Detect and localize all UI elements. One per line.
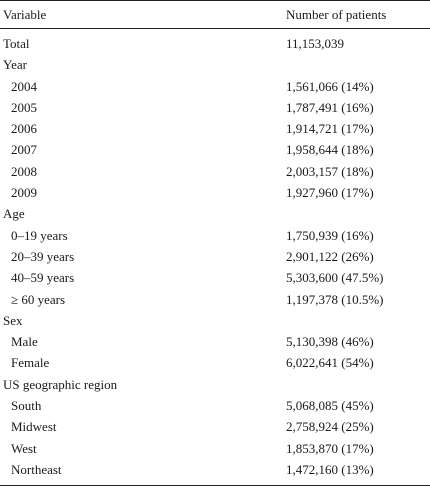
row-label: Midwest: [11, 419, 57, 435]
row-value: 5,068,085 (45%): [286, 398, 374, 414]
table-row: Midwest 2,758,924 (25%): [0, 416, 430, 437]
table-header: Variable Number of patients: [0, 0, 430, 28]
row-value: 1,561,066 (14%): [286, 78, 374, 94]
header-number-of-patients: Number of patients: [286, 7, 387, 22]
table-row: 2006 1,914,721 (17%): [0, 118, 430, 139]
table-bottom-rule: [0, 485, 430, 486]
table-row: Female 6,022,641 (54%): [0, 352, 430, 373]
row-label: Total: [3, 36, 30, 51]
row-label: Sex: [3, 312, 23, 328]
table-row: 20–39 years 2,901,122 (26%): [0, 246, 430, 267]
table-row: West 1,853,870 (17%): [0, 438, 430, 459]
row-label: 2007: [11, 142, 37, 158]
table-group-row: Age: [0, 203, 430, 224]
row-label: 2009: [11, 185, 37, 201]
row-label: 40–59 years: [11, 270, 75, 286]
table-row: 0–19 years 1,750,939 (16%): [0, 225, 430, 246]
table-row: ≥ 60 years 1,197,378 (10.5%): [0, 289, 430, 310]
row-value: 1,927,960 (17%): [286, 185, 374, 201]
table-row: 40–59 years 5,303,600 (47.5%): [0, 267, 430, 288]
row-label: South: [11, 398, 42, 414]
row-label: 2006: [11, 121, 37, 137]
row-label: Male: [11, 334, 38, 350]
table-row: South 5,068,085 (45%): [0, 395, 430, 416]
row-label: 2008: [11, 163, 37, 179]
table-row: 2007 1,958,644 (18%): [0, 139, 430, 160]
table-group-row: Sex: [0, 310, 430, 331]
row-value: 1,958,644 (18%): [286, 142, 374, 158]
row-label: Age: [3, 206, 25, 222]
row-value: 2,003,157 (18%): [286, 163, 374, 179]
row-label: US geographic region: [3, 376, 118, 392]
row-label: Year: [3, 57, 27, 73]
header-variable: Variable: [3, 7, 47, 22]
row-label: ≥ 60 years: [11, 291, 66, 307]
row-value: 1,853,870 (17%): [286, 440, 374, 456]
row-value: 1,914,721 (17%): [286, 121, 374, 137]
row-value: 1,787,491 (16%): [286, 99, 374, 115]
row-value: 1,197,378 (10.5%): [286, 291, 384, 307]
row-value: 1,750,939 (16%): [286, 227, 374, 243]
row-label: West: [11, 440, 37, 456]
row-value: 1,472,160 (13%): [286, 461, 374, 477]
table-row: 2004 1,561,066 (14%): [0, 76, 430, 97]
table-row: 2005 1,787,491 (16%): [0, 97, 430, 118]
row-label: Northeast: [11, 461, 62, 477]
row-value: 11,153,039: [286, 36, 345, 51]
table-row: Northeast 1,472,160 (13%): [0, 459, 430, 480]
table-group-row: Year: [0, 54, 430, 75]
table-group-row: Total 11,153,039: [0, 33, 430, 54]
row-label: 2004: [11, 78, 37, 94]
row-label: Female: [11, 355, 50, 371]
row-value: 6,022,641 (54%): [286, 355, 374, 371]
table-row: 2009 1,927,960 (17%): [0, 182, 430, 203]
table-header-rule: [0, 28, 430, 29]
row-value: 2,758,924 (25%): [286, 419, 374, 435]
row-value: 5,303,600 (47.5%): [286, 270, 384, 286]
table-group-row: US geographic region: [0, 374, 430, 395]
table-top-rule: [0, 0, 430, 1]
row-label: 0–19 years: [11, 227, 68, 243]
table-body: Total 11,153,039 Year 2004 1,561,066 (14%) 20…: [0, 33, 430, 480]
row-label: 2005: [11, 99, 37, 115]
row-value: 5,130,398 (46%): [286, 334, 374, 350]
row-value: 2,901,122 (26%): [286, 248, 374, 264]
row-label: 20–39 years: [11, 248, 75, 264]
table-row: Male 5,130,398 (46%): [0, 331, 430, 352]
table-row: 2008 2,003,157 (18%): [0, 161, 430, 182]
